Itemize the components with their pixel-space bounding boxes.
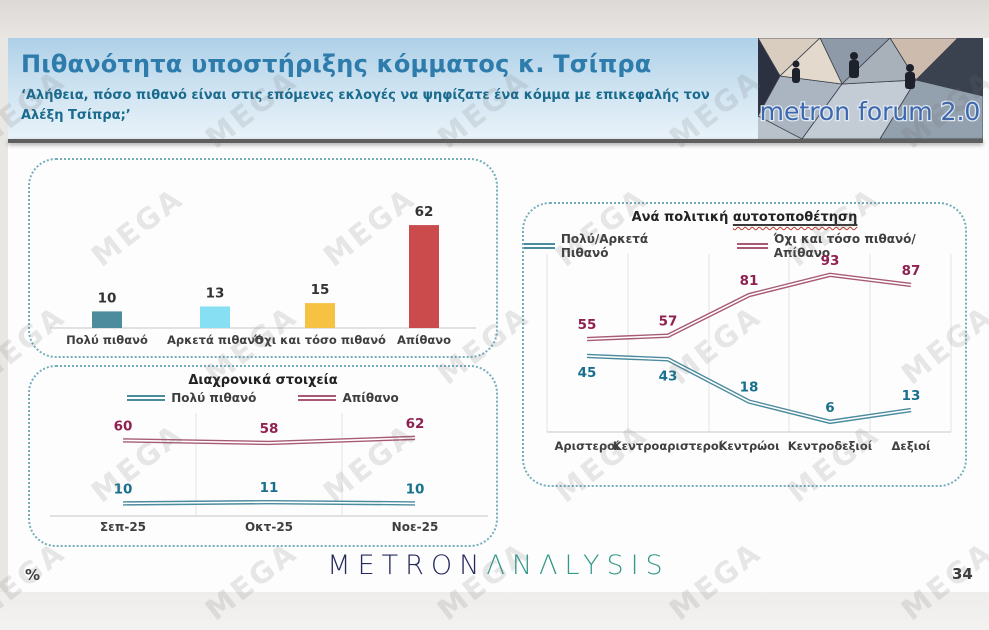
metron-forum-logo-text: metron forum 2.0 — [760, 97, 981, 126]
header-divider — [8, 139, 983, 143]
legend-swatch — [298, 395, 337, 401]
data-label: 45 — [578, 365, 597, 381]
metron-analysis-logo-analysis: ΛNΛLYSIS — [486, 550, 670, 581]
category-label: Κεντροαριστεροί — [613, 439, 724, 453]
bar — [305, 303, 335, 328]
slide-title: Πιθανότητα υποστήριξης κόμματος κ. Τσίπρ… — [21, 50, 652, 78]
bar — [200, 306, 230, 328]
political-chart-legend: Πολύ/Αρκετά Πιθανό Όχι και τόσο πιθανό/Απ… — [524, 232, 965, 260]
legend-label: Όχι και τόσο πιθανό/Απίθανο — [773, 232, 916, 260]
data-label: 43 — [659, 368, 678, 384]
legend-item: Πολύ/Αρκετά Πιθανό — [524, 232, 695, 260]
legend-item: Πολύ πιθανό — [127, 391, 256, 405]
data-label: 58 — [260, 421, 279, 437]
category-label: Οκτ-25 — [245, 520, 293, 534]
data-label: 60 — [114, 418, 133, 434]
page-background-bottom — [0, 592, 989, 630]
bar-chart-panel: 10 Πολύ πιθανό 13 Αρκετά πιθανό 15 Όχι και τό… — [28, 158, 498, 358]
metron-analysis-logo-metron: METRON — [327, 550, 487, 581]
category-label: Απίθανο — [397, 333, 451, 347]
series-line-inner — [122, 501, 416, 505]
data-label: 18 — [740, 380, 759, 396]
people-silhouettes — [792, 52, 915, 89]
data-label: 93 — [821, 254, 840, 269]
data-label: 87 — [902, 263, 921, 279]
legend-item: Όχι και τόσο πιθανό/Απίθανο — [736, 232, 965, 260]
bar-chart: 10 Πολύ πιθανό 13 Αρκετά πιθανό 15 Όχι και τό… — [50, 204, 476, 347]
data-label: 13 — [902, 388, 921, 404]
data-label: 6 — [825, 400, 834, 416]
trend-chart-panel: Διαχρονικά στοιχεία Πολύ πιθανό Απίθανο Σ… — [28, 365, 498, 547]
data-label: 10 — [406, 481, 425, 497]
legend-swatch — [736, 243, 768, 249]
slide-header: Πιθανότητα υποστήριξης κόμματος κ. Τσίπρ… — [8, 38, 758, 139]
series-line-inner — [586, 355, 912, 423]
category-label: Δεξιοί — [892, 439, 931, 453]
legend-label: Πολύ/Αρκετά Πιθανό — [560, 232, 649, 260]
trend-chart: Σεπ-25 Οκτ-25 Νοε-25 10 11 10 60 58 62 — [50, 413, 488, 534]
percent-unit-label: % — [25, 566, 41, 584]
political-chart-title-prefix: Ανά πολιτική — [631, 210, 729, 225]
category-label: Κεντροδεξιοί — [788, 439, 873, 453]
bar — [92, 311, 122, 328]
series-line-inner — [122, 437, 416, 444]
page-background-left — [0, 38, 8, 592]
trend-chart-title: Διαχρονικά στοιχεία — [188, 373, 338, 388]
slide-subtitle: ‘Αλήθεια, πόσο πιθανό είναι στις επόμενε… — [21, 88, 710, 123]
category-label: Αριστεροί — [555, 439, 620, 453]
page-number: 34 — [952, 565, 973, 583]
legend-swatch — [524, 243, 555, 249]
category-label: Πολύ πιθανό — [66, 333, 148, 347]
data-label: 57 — [659, 314, 678, 330]
category-label: Σεπ-25 — [100, 520, 146, 534]
bar-value-label: 15 — [311, 282, 330, 298]
bar — [409, 225, 439, 328]
data-label: 55 — [578, 317, 597, 333]
metron-forum-logo: metron forum 2.0 — [758, 38, 983, 139]
political-chart-title: Ανά πολιτική αυτοτοποθέτηση — [524, 210, 965, 225]
political-chart-panel: Ανά πολιτική αυτοτοποθέτηση Πολύ/Αρκετά … — [522, 202, 967, 487]
legend-swatch — [127, 395, 166, 401]
data-label: 81 — [740, 273, 759, 289]
legend-label: Πολύ πιθανό — [171, 391, 257, 405]
legend-item: Απίθανο — [298, 391, 399, 405]
bar-value-label: 62 — [415, 204, 434, 220]
category-label: Κεντρώοι — [718, 439, 779, 453]
page-background-top — [0, 0, 989, 38]
data-label: 10 — [114, 481, 133, 497]
slide: Πιθανότητα υποστήριξης κόμματος κ. Τσίπρ… — [8, 38, 989, 592]
bar-value-label: 10 — [98, 290, 117, 306]
data-label: 62 — [406, 416, 425, 432]
category-label: Αρκετά πιθανό — [167, 333, 263, 347]
series-line-inner — [586, 274, 912, 340]
mosaic-photo: metron forum 2.0 — [758, 38, 983, 139]
trend-chart-legend: Πολύ πιθανό Απίθανο — [30, 391, 496, 405]
category-label: Νοε-25 — [392, 520, 439, 534]
data-label: 11 — [260, 480, 279, 496]
legend-label: Απίθανο — [342, 391, 399, 405]
category-label: Όχι και τόσο πιθανό — [253, 333, 386, 347]
metron-analysis-logo: METRONΛNΛLYSIS — [8, 550, 989, 581]
political-chart-title-underline: αυτοτοποθέτηση — [732, 210, 858, 225]
bar-value-label: 13 — [206, 285, 225, 301]
